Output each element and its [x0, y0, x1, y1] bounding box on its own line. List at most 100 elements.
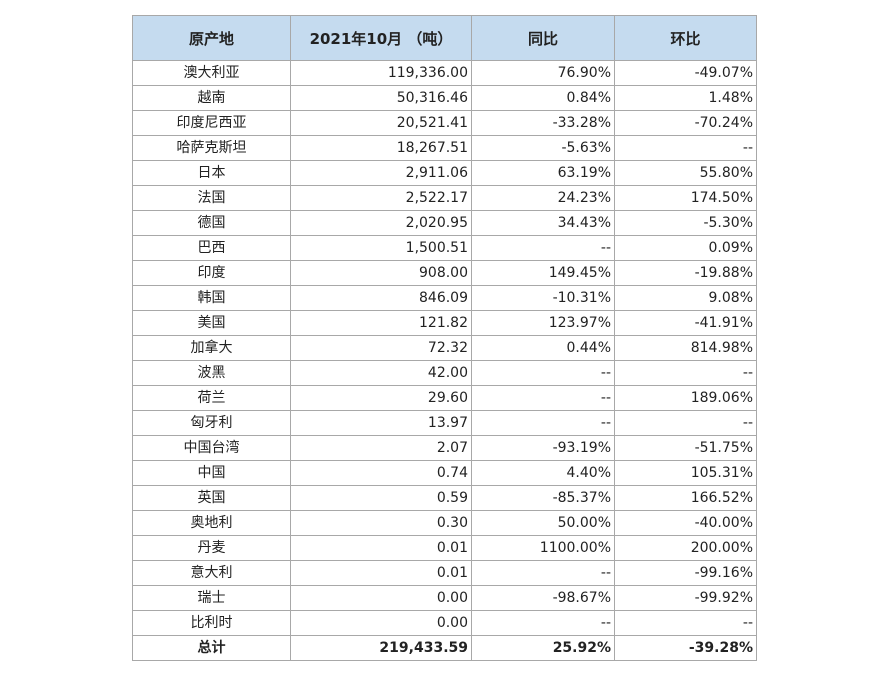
row-mom: 9.08% [614, 285, 757, 311]
table-row: 匈牙利 13.97 -- -- [132, 410, 757, 436]
row-mom: -- [614, 360, 757, 386]
row-mom: 1.48% [614, 85, 757, 111]
row-yoy: -- [471, 360, 615, 386]
row-yoy: 0.44% [471, 335, 615, 361]
table-footer: 总计 219,433.59 25.92% -39.28% [132, 635, 757, 661]
row-origin: 加拿大 [132, 335, 291, 361]
row-mom: 105.31% [614, 460, 757, 486]
row-origin: 越南 [132, 85, 291, 111]
row-yoy: -93.19% [471, 435, 615, 461]
row-origin: 奥地利 [132, 510, 291, 536]
row-yoy: -- [471, 560, 615, 586]
row-yoy: 63.19% [471, 160, 615, 186]
row-volume: 0.01 [290, 560, 472, 586]
row-yoy: 123.97% [471, 310, 615, 336]
row-volume: 0.01 [290, 535, 472, 561]
table-row: 哈萨克斯坦 18,267.51 -5.63% -- [132, 135, 757, 161]
row-volume: 1,500.51 [290, 235, 472, 261]
row-volume: 119,336.00 [290, 60, 472, 86]
table-row: 荷兰 29.60 -- 189.06% [132, 385, 757, 411]
table-row: 丹麦 0.01 1100.00% 200.00% [132, 535, 757, 561]
row-yoy: 50.00% [471, 510, 615, 536]
row-yoy: 149.45% [471, 260, 615, 286]
row-volume: 42.00 [290, 360, 472, 386]
row-mom: -99.16% [614, 560, 757, 586]
row-origin: 中国台湾 [132, 435, 291, 461]
row-yoy: 76.90% [471, 60, 615, 86]
table-row: 印度尼西亚 20,521.41 -33.28% -70.24% [132, 110, 757, 136]
row-mom: -41.91% [614, 310, 757, 336]
row-mom: 55.80% [614, 160, 757, 186]
table-row: 英国 0.59 -85.37% 166.52% [132, 485, 757, 511]
table-row: 意大利 0.01 -- -99.16% [132, 560, 757, 586]
row-volume: 0.59 [290, 485, 472, 511]
row-origin: 匈牙利 [132, 410, 291, 436]
row-yoy: 24.23% [471, 185, 615, 211]
row-mom: 200.00% [614, 535, 757, 561]
row-yoy: -10.31% [471, 285, 615, 311]
row-mom: 166.52% [614, 485, 757, 511]
row-origin: 日本 [132, 160, 291, 186]
row-mom: -5.30% [614, 210, 757, 236]
row-mom: -- [614, 410, 757, 436]
row-volume: 908.00 [290, 260, 472, 286]
row-mom: 174.50% [614, 185, 757, 211]
row-yoy: -- [471, 410, 615, 436]
row-yoy: 0.84% [471, 85, 615, 111]
table-row: 越南 50,316.46 0.84% 1.48% [132, 85, 757, 111]
row-origin: 法国 [132, 185, 291, 211]
total-yoy: 25.92% [471, 635, 615, 661]
total-origin: 总计 [132, 635, 291, 661]
table-row: 印度 908.00 149.45% -19.88% [132, 260, 757, 286]
row-yoy: -- [471, 385, 615, 411]
table-row: 美国 121.82 123.97% -41.91% [132, 310, 757, 336]
row-origin: 印度尼西亚 [132, 110, 291, 136]
header-origin: 原产地 [132, 15, 291, 61]
table-row: 澳大利亚 119,336.00 76.90% -49.07% [132, 60, 757, 86]
row-mom: -19.88% [614, 260, 757, 286]
row-yoy: -- [471, 610, 615, 636]
row-mom: -70.24% [614, 110, 757, 136]
row-mom: -- [614, 135, 757, 161]
row-origin: 澳大利亚 [132, 60, 291, 86]
header-volume: 2021年10月 （吨） [290, 15, 472, 61]
total-volume: 219,433.59 [290, 635, 472, 661]
row-origin: 荷兰 [132, 385, 291, 411]
row-origin: 英国 [132, 485, 291, 511]
row-origin: 瑞士 [132, 585, 291, 611]
row-origin: 印度 [132, 260, 291, 286]
header-mom: 环比 [614, 15, 757, 61]
table-row: 中国台湾 2.07 -93.19% -51.75% [132, 435, 757, 461]
table-row: 中国 0.74 4.40% 105.31% [132, 460, 757, 486]
row-origin: 波黑 [132, 360, 291, 386]
table-row: 法国 2,522.17 24.23% 174.50% [132, 185, 757, 211]
row-yoy: 34.43% [471, 210, 615, 236]
row-volume: 121.82 [290, 310, 472, 336]
row-origin: 中国 [132, 460, 291, 486]
row-mom: -40.00% [614, 510, 757, 536]
row-volume: 846.09 [290, 285, 472, 311]
row-volume: 0.74 [290, 460, 472, 486]
row-volume: 2,522.17 [290, 185, 472, 211]
row-origin: 比利时 [132, 610, 291, 636]
row-origin: 哈萨克斯坦 [132, 135, 291, 161]
row-volume: 0.30 [290, 510, 472, 536]
row-origin: 德国 [132, 210, 291, 236]
row-volume: 2,911.06 [290, 160, 472, 186]
table-row: 韩国 846.09 -10.31% 9.08% [132, 285, 757, 311]
row-volume: 2,020.95 [290, 210, 472, 236]
header-row: 原产地 2021年10月 （吨） 同比 环比 [132, 15, 757, 61]
row-origin: 意大利 [132, 560, 291, 586]
total-row: 总计 219,433.59 25.92% -39.28% [132, 635, 757, 661]
row-mom: -- [614, 610, 757, 636]
row-volume: 72.32 [290, 335, 472, 361]
row-volume: 18,267.51 [290, 135, 472, 161]
header-yoy: 同比 [471, 15, 615, 61]
table-row: 德国 2,020.95 34.43% -5.30% [132, 210, 757, 236]
row-yoy: -5.63% [471, 135, 615, 161]
table-row: 日本 2,911.06 63.19% 55.80% [132, 160, 757, 186]
row-mom: -49.07% [614, 60, 757, 86]
row-origin: 美国 [132, 310, 291, 336]
origin-volume-table: 原产地 2021年10月 （吨） 同比 环比 澳大利亚 119,336.00 76.… [132, 15, 757, 661]
table-header: 原产地 2021年10月 （吨） 同比 环比 [132, 15, 757, 61]
